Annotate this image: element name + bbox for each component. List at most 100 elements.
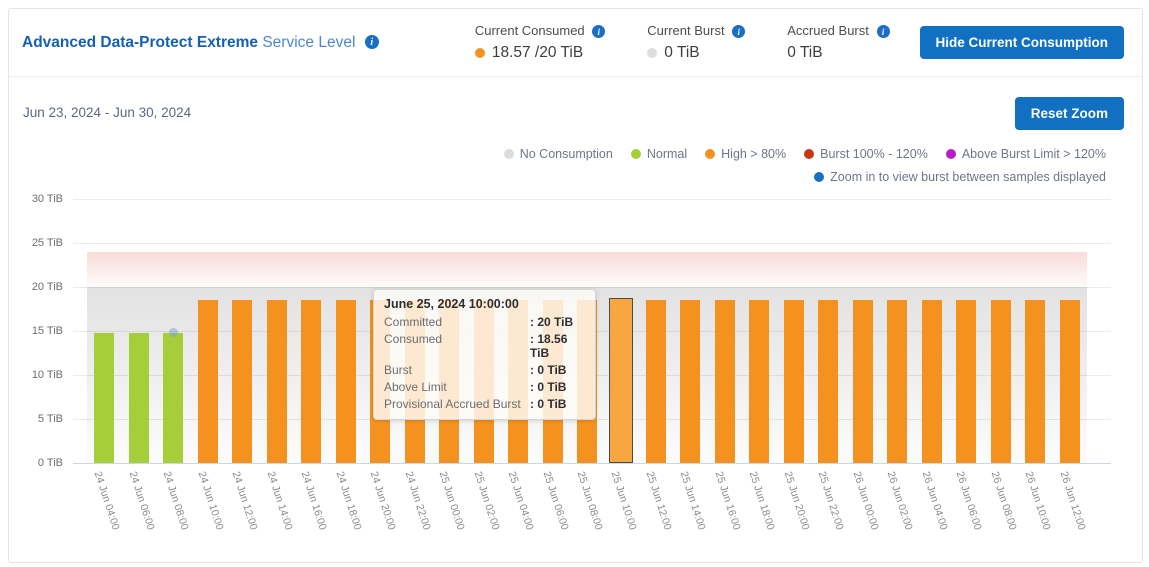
x-axis-tick-label: 26 Jun 08:00 — [988, 470, 1019, 532]
service-level-card: Advanced Data-Protect Extreme Service Le… — [8, 8, 1143, 563]
x-axis-tick-label: 24 Jun 18:00 — [333, 470, 364, 532]
x-axis-tick-label: 24 Jun 20:00 — [367, 470, 398, 532]
x-axis-tick-label: 25 Jun 06:00 — [540, 470, 571, 532]
legend-dot-icon — [705, 149, 716, 159]
consumption-bar[interactable] — [714, 300, 735, 463]
tooltip-row-value: 20 TiB — [530, 315, 585, 329]
x-axis-tick-label: 24 Jun 22:00 — [402, 470, 433, 532]
tooltip-row-value: 18.56 TiB — [530, 332, 585, 360]
stat-label: Accrued Burst — [787, 22, 869, 38]
x-axis-tick-label: 25 Jun 14:00 — [678, 470, 709, 532]
legend-dot-icon — [804, 149, 815, 159]
x-axis-tick-label: 25 Jun 22:00 — [815, 470, 847, 532]
tooltip-row-label: Above Limit — [384, 380, 447, 394]
x-axis-tick-label: 25 Jun 10:00 — [609, 470, 640, 532]
consumption-bar[interactable] — [921, 300, 942, 463]
tooltip-row-value: 0 TiB — [530, 363, 585, 377]
legend-item[interactable]: High > 80% — [705, 147, 786, 161]
legend-dot-icon — [503, 149, 514, 159]
stat-current-consumed: Current Consumed i 18.57 /20 TiB — [474, 22, 606, 62]
consumption-bar[interactable] — [783, 300, 804, 463]
zoom-note-dot-icon — [814, 172, 825, 182]
consumption-bar[interactable] — [680, 300, 701, 463]
y-axis-tick-label: 25 TiB — [31, 237, 63, 249]
x-axis-tick-label: 25 Jun 04:00 — [505, 470, 536, 532]
x-axis-tick-label: 25 Jun 20:00 — [781, 470, 812, 532]
burst-zoom-marker-icon[interactable] — [168, 327, 178, 337]
y-axis-tick-label: 15 TiB — [31, 325, 63, 337]
consumption-bar[interactable] — [1025, 300, 1046, 463]
consumption-bar[interactable] — [887, 300, 908, 463]
chart-legend: No Consumption Normal High > 80% Burst 100%… — [503, 147, 1106, 161]
legend-item[interactable]: Normal — [630, 147, 687, 161]
legend-dot-icon — [630, 149, 641, 159]
current-consumed-info-icon[interactable]: i — [592, 25, 606, 39]
x-axis-tick-label: 24 Jun 10:00 — [195, 470, 226, 532]
consumption-bar[interactable] — [128, 332, 149, 463]
x-axis-tick-label: 25 Jun 08:00 — [574, 470, 605, 532]
stat-value: 0 TiB — [664, 44, 700, 62]
legend-label: No Consumption — [519, 147, 613, 161]
y-axis-tick-label: 20 TiB — [31, 281, 63, 293]
consumption-bar[interactable] — [335, 300, 356, 463]
legend-label: Above Burst Limit > 120% — [961, 147, 1106, 161]
x-axis-tick-label: 25 Jun 16:00 — [712, 470, 743, 532]
tooltip-row-label: Consumed — [384, 332, 443, 346]
consumption-stats: Current Consumed i 18.57 /20 TiB Current… — [474, 22, 890, 62]
consumption-bar[interactable] — [818, 300, 839, 463]
x-axis-tick-label: 26 Jun 12:00 — [1057, 470, 1088, 532]
chart-legend-note: Zoom in to view burst between samples di… — [814, 170, 1106, 184]
y-axis-tick-label: 0 TiB — [37, 457, 63, 469]
consumption-bar[interactable] — [266, 300, 287, 463]
x-axis-tick-label: 24 Jun 06:00 — [126, 470, 157, 532]
legend-item[interactable]: Above Burst Limit > 120% — [945, 147, 1106, 161]
consumption-bar[interactable] — [94, 332, 115, 463]
legend-item[interactable]: No Consumption — [503, 147, 613, 161]
tooltip-title: June 25, 2024 10:00:00 — [384, 297, 519, 311]
x-axis-tick-label: 25 Jun 02:00 — [471, 470, 502, 532]
x-axis-tick-label: 24 Jun 12:00 — [229, 470, 260, 532]
consumption-bar[interactable] — [197, 300, 218, 463]
consumption-bar[interactable] — [852, 300, 873, 463]
x-axis-tick-label: 25 Jun 00:00 — [436, 470, 467, 532]
consumption-bar[interactable] — [1059, 300, 1080, 463]
x-axis-tick-label: 26 Jun 04:00 — [919, 470, 950, 532]
date-range-label: Jun 23, 2024 - Jun 30, 2024 — [23, 105, 192, 120]
stat-label: Current Consumed — [474, 22, 585, 38]
y-gridline — [73, 463, 1111, 464]
reset-zoom-button[interactable]: Reset Zoom — [1014, 97, 1124, 130]
tooltip-row-label: Committed — [384, 315, 443, 329]
x-axis-tick-label: 26 Jun 02:00 — [884, 470, 916, 532]
consumption-bar[interactable] — [301, 300, 322, 463]
service-level-suffix: Service Level — [262, 33, 356, 51]
legend-item[interactable]: Burst 100% - 120% — [804, 147, 928, 161]
consumption-bar-selected[interactable] — [609, 298, 634, 463]
chart-tooltip: June 25, 2024 10:00:00 Committed20 TiBCo… — [373, 289, 596, 420]
current-burst-info-icon[interactable]: i — [732, 25, 746, 39]
y-gridline — [73, 243, 1111, 244]
consumption-bar[interactable] — [163, 332, 184, 463]
hide-current-consumption-button[interactable]: Hide Current Consumption — [919, 26, 1124, 59]
burst-status-dot — [647, 48, 658, 59]
service-level-name: Advanced Data-Protect Extreme — [22, 33, 259, 51]
consumption-bar[interactable] — [645, 300, 666, 463]
consumption-chart: 0 TiB 5 TiB 10 TiB 15 TiB 20 TiB 25 TiB 30 TiB… — [9, 9, 1142, 562]
consumption-bar[interactable] — [749, 300, 770, 463]
title-info-icon[interactable]: i — [364, 35, 379, 50]
legend-label: High > 80% — [721, 147, 787, 161]
consumption-bar[interactable] — [956, 300, 977, 463]
stat-current-burst: Current Burst i 0 TiB — [647, 22, 746, 62]
stat-value: 0 TiB — [787, 44, 823, 62]
y-axis-tick-label: 5 TiB — [37, 413, 63, 425]
stat-value: 18.57 /20 TiB — [491, 44, 584, 62]
card-header: Advanced Data-Protect Extreme Service Le… — [9, 9, 1142, 77]
consumption-bar[interactable] — [990, 300, 1011, 463]
tooltip-rows: Committed 20 TiB Consumed 18.56 TiB Burst 0 T… — [384, 315, 585, 411]
consumption-bar[interactable] — [232, 300, 253, 463]
stat-label: Current Burst — [647, 22, 725, 38]
y-gridline — [73, 199, 1111, 200]
accrued-burst-info-icon[interactable]: i — [876, 25, 890, 39]
tooltip-row-label: Burst — [384, 363, 413, 377]
tooltip-row-label: Provisional Accrued Burst — [384, 397, 521, 411]
burst-zone-band — [87, 251, 1087, 287]
